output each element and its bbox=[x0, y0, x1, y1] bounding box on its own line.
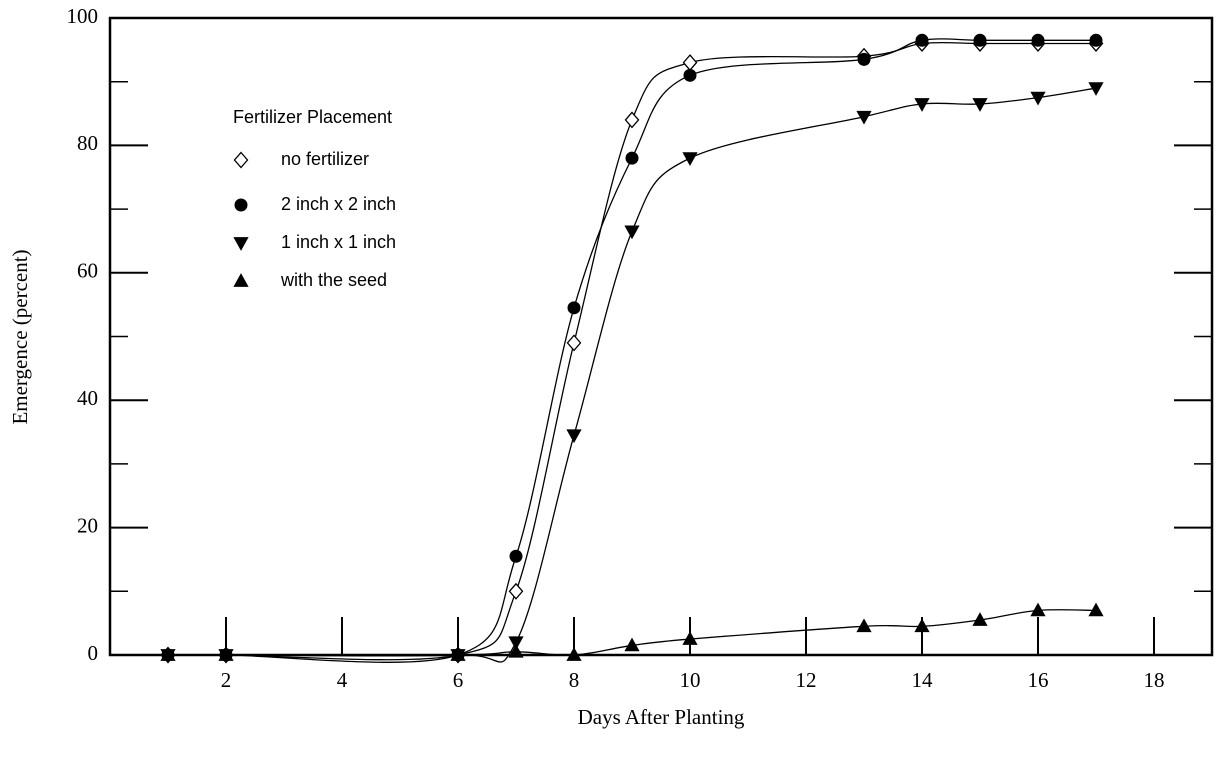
x-tick-label: 6 bbox=[453, 668, 464, 692]
marker bbox=[972, 612, 988, 626]
marker bbox=[682, 54, 698, 72]
marker bbox=[856, 618, 872, 633]
x-tick-label: 12 bbox=[796, 668, 817, 692]
marker bbox=[218, 647, 234, 661]
marker bbox=[567, 301, 581, 315]
series-line bbox=[168, 38, 1096, 663]
marker bbox=[857, 52, 871, 66]
x-tick-label: 10 bbox=[680, 668, 701, 692]
marker bbox=[624, 225, 640, 240]
x-tick-label: 8 bbox=[569, 668, 580, 692]
legend-label: with the seed bbox=[280, 270, 387, 290]
marker bbox=[1088, 82, 1104, 96]
legend-marker bbox=[233, 273, 249, 287]
marker bbox=[914, 618, 930, 633]
legend-marker bbox=[233, 237, 249, 251]
marker bbox=[508, 643, 524, 658]
legend-marker bbox=[234, 198, 248, 212]
marker bbox=[508, 636, 524, 651]
legend-label: 1 inch x 1 inch bbox=[281, 232, 396, 252]
marker bbox=[1089, 33, 1103, 47]
marker bbox=[973, 33, 987, 47]
marker bbox=[1031, 33, 1045, 47]
marker bbox=[972, 98, 988, 112]
legend-label: 2 inch x 2 inch bbox=[281, 194, 396, 214]
marker bbox=[624, 111, 640, 129]
y-tick-label: 80 bbox=[77, 131, 98, 155]
marker bbox=[1030, 602, 1046, 617]
marker bbox=[508, 582, 524, 600]
y-tick-label: 20 bbox=[77, 513, 98, 537]
marker bbox=[683, 68, 697, 82]
y-tick-label: 40 bbox=[77, 386, 98, 410]
x-axis-label: Days After Planting bbox=[578, 705, 745, 729]
legend-label: no fertilizer bbox=[281, 149, 369, 169]
marker bbox=[856, 110, 872, 125]
y-tick-label: 0 bbox=[88, 641, 99, 665]
marker bbox=[914, 98, 930, 112]
marker bbox=[915, 33, 929, 47]
x-tick-label: 16 bbox=[1028, 668, 1049, 692]
y-tick-label: 60 bbox=[77, 259, 98, 283]
x-tick-label: 14 bbox=[912, 668, 934, 692]
marker bbox=[1088, 602, 1104, 617]
marker bbox=[566, 429, 582, 444]
marker bbox=[1030, 91, 1046, 106]
marker bbox=[566, 647, 582, 661]
legend-title: Fertilizer Placement bbox=[233, 107, 392, 127]
marker bbox=[509, 549, 523, 563]
x-tick-label: 18 bbox=[1144, 668, 1165, 692]
x-tick-label: 2 bbox=[221, 668, 232, 692]
x-tick-label: 4 bbox=[337, 668, 348, 692]
series-line bbox=[168, 87, 1097, 663]
marker bbox=[160, 647, 176, 661]
marker bbox=[566, 334, 582, 352]
marker bbox=[450, 647, 466, 661]
legend-marker bbox=[233, 151, 249, 169]
marker bbox=[682, 631, 698, 645]
y-axis-label: Emergence (percent) bbox=[8, 249, 32, 424]
marker bbox=[624, 637, 640, 652]
y-tick-label: 100 bbox=[67, 4, 99, 28]
marker bbox=[625, 151, 639, 165]
marker bbox=[682, 152, 698, 166]
series-line bbox=[168, 41, 1096, 661]
